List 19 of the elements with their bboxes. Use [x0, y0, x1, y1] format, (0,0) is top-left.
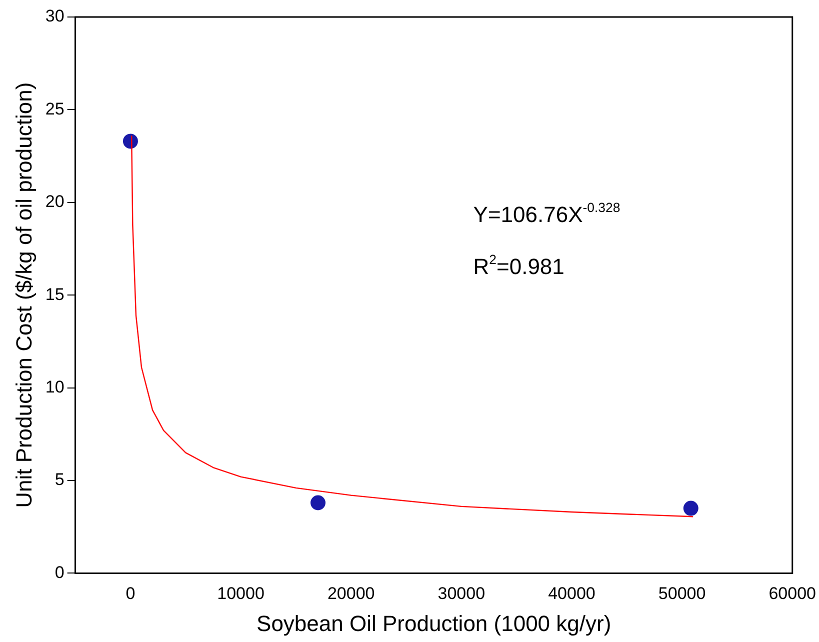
- x-tick-label: 0: [126, 584, 136, 604]
- y-axis-title: Unit Production Cost ($/kg of oil production): [11, 82, 36, 508]
- x-axis-title: Soybean Oil Production (1000 kg/yr): [256, 610, 612, 636]
- x-tick-label: 20000: [327, 584, 375, 604]
- y-tick-label: 0: [54, 562, 64, 582]
- y-tick-label: 15: [45, 284, 64, 304]
- x-tick-label: 60000: [768, 584, 816, 604]
- y-tick-label: 25: [45, 99, 64, 118]
- x-tick-label: 10000: [217, 584, 264, 604]
- point: [683, 500, 698, 516]
- x-tick-label: 50000: [658, 584, 706, 604]
- y-tick-label: 5: [54, 470, 64, 490]
- y-tick-label: 10: [45, 377, 64, 396]
- x-tick-label: 30000: [438, 584, 486, 604]
- x-tick-label: 40000: [548, 584, 596, 604]
- y-tick-label: 30: [45, 6, 64, 26]
- y-tick-label: 20: [45, 192, 64, 212]
- point: [310, 495, 326, 510]
- point: [122, 134, 138, 149]
